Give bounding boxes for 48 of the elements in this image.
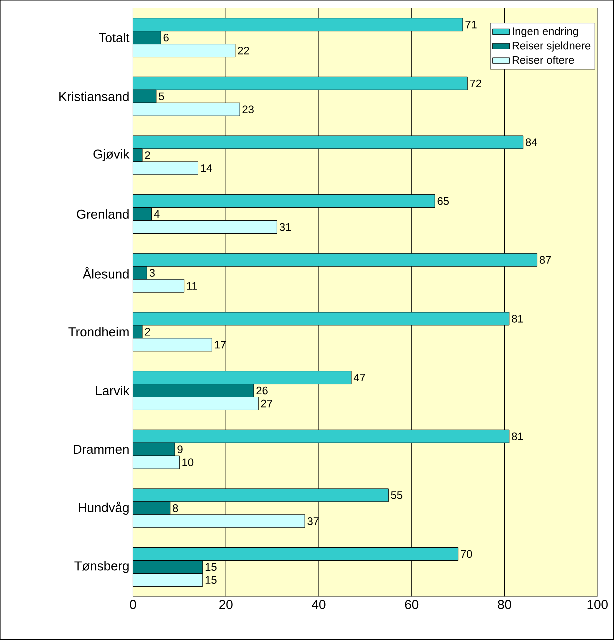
data-label: 15 xyxy=(206,576,217,584)
data-label: 15 xyxy=(206,563,217,572)
data-label: 84 xyxy=(526,138,538,146)
data-label: 31 xyxy=(280,223,292,232)
y-tick-label: Tønsberg xyxy=(74,561,129,574)
data-label: 11 xyxy=(187,282,198,290)
data-label: 9 xyxy=(178,446,183,454)
data-label: 71 xyxy=(466,21,477,29)
data-label: 81 xyxy=(512,432,524,440)
legend-label: Ingen endring xyxy=(513,27,578,38)
data-label: 55 xyxy=(391,492,403,500)
legend-label: Reiser sjeldnere xyxy=(512,42,591,52)
data-label: 17 xyxy=(215,341,226,349)
data-label: 6 xyxy=(164,34,169,42)
legend-label: Reiser oftere xyxy=(512,56,574,64)
data-label: 8 xyxy=(173,504,178,512)
x-tick-label: 100 xyxy=(588,600,608,610)
data-label: 22 xyxy=(238,46,250,55)
data-label: 14 xyxy=(201,164,212,172)
data-label: 5 xyxy=(159,92,164,100)
data-label: 65 xyxy=(438,197,449,206)
y-tick-label: Grenland xyxy=(77,210,129,220)
y-tick-label: Hundvåg xyxy=(78,502,129,515)
data-label: 23 xyxy=(242,106,254,114)
data-label: 2 xyxy=(145,152,150,160)
x-tick-label: 0 xyxy=(130,600,136,610)
x-tick-label: 60 xyxy=(405,600,419,610)
x-tick-label: 80 xyxy=(498,600,512,610)
y-tick-label: Larvik xyxy=(96,386,130,396)
y-tick-label: Gjøvik xyxy=(94,149,130,162)
y-tick-label: Kristiansand xyxy=(60,92,129,102)
data-label: 87 xyxy=(540,256,552,264)
data-label: 26 xyxy=(256,386,268,395)
data-label: 4 xyxy=(154,210,160,218)
data-label: 70 xyxy=(461,550,472,558)
y-tick-label: Trondheim xyxy=(68,327,129,337)
y-tick-label: Ålesund xyxy=(82,267,129,279)
x-tick-label: 20 xyxy=(220,600,233,610)
x-tick-label: 40 xyxy=(312,600,326,610)
data-label: 47 xyxy=(354,374,366,382)
y-tick-label: Drammen xyxy=(74,445,129,454)
data-label: 10 xyxy=(182,458,194,466)
data-label: 27 xyxy=(261,400,272,408)
data-label: 81 xyxy=(512,315,524,323)
data-label: 72 xyxy=(470,80,482,88)
data-label: 2 xyxy=(145,328,150,336)
data-label: 3 xyxy=(150,269,155,277)
y-tick-label: Totalt xyxy=(99,33,130,43)
